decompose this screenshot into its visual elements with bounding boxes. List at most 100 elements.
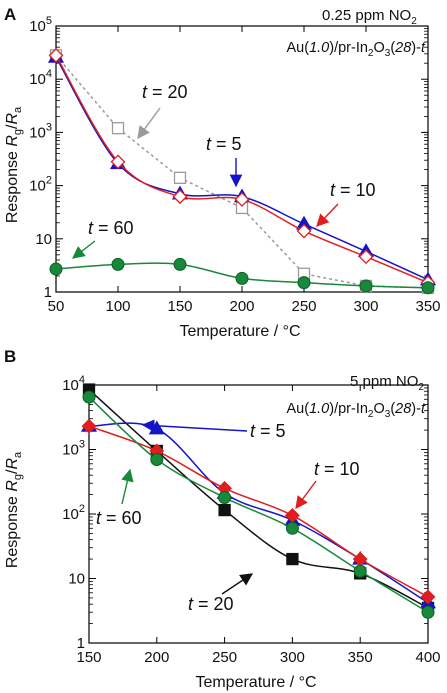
panel-b-ytick-label: 1 — [77, 635, 85, 652]
panel-b-ytick-label: 104 — [62, 374, 85, 394]
panel-b-point-t60 — [218, 491, 232, 505]
panel-a-label: A — [4, 5, 16, 24]
panel-a-point-t10 — [234, 191, 250, 207]
panel-b-annotation-t5-text: = 5 — [255, 421, 286, 441]
panel-a-point-t60 — [359, 279, 373, 293]
panel-a-ytick-base: 10 — [35, 231, 52, 248]
panel-b-point-t20 — [218, 503, 231, 517]
panel-b-point-t10 — [81, 418, 97, 434]
panel-a-series-line-t20 — [55, 54, 429, 289]
panel-b-ylabel: Response Rg/Ra — [4, 451, 24, 568]
panel-a-material: Au(1.0)/pr-In2O3(28)-t — [286, 40, 425, 59]
panel-a-condition-sub: 2 — [411, 16, 417, 27]
panel-b-condition-sub: 2 — [418, 382, 424, 393]
panel-b-xtick-label: 250 — [212, 649, 237, 666]
panel-a-xtick-label: 350 — [415, 298, 440, 315]
panel-a-material-sub2: 2 — [368, 48, 374, 59]
panel-b-annotation-t10: t = 10 — [314, 459, 360, 479]
panel-a-ytick-exp: 4 — [46, 68, 52, 80]
panel-a-ylabel-slash: / — [4, 124, 21, 129]
panel-a-annotation-t10-var: t — [330, 180, 336, 200]
panel-a-ytick-label: 105 — [29, 15, 52, 35]
panel-b-ytick-exp: 4 — [79, 374, 85, 386]
panel-b-annotation-t60-var: t — [96, 508, 102, 528]
panel-a-arrow-t60 — [72, 240, 96, 259]
panel-a-ytick-base: 10 — [29, 178, 46, 195]
panel-a-ylabel-num-sub: g — [12, 129, 24, 135]
panel-a-arrow-t20 — [137, 107, 161, 140]
panel-b-annotation-t60-text: = 60 — [101, 508, 142, 528]
panel-a-ytick-exp: 3 — [46, 121, 52, 133]
panel-a-point-t10 — [48, 47, 64, 63]
panel-a-annotation-t5-var: t — [206, 134, 212, 154]
panel-a-condition-text: 0.25 ppm NO — [322, 7, 411, 24]
panel-a-annotation-t5: t = 5 — [206, 134, 242, 154]
panel-b-material-post: )- — [411, 401, 421, 417]
panel-b-material-mid1: )/pr-In — [329, 401, 368, 417]
panel-b-xtick-label: 300 — [280, 649, 305, 666]
panel-b-material-size: 28 — [394, 401, 411, 417]
panel-a-ytick-exp: 5 — [46, 15, 52, 27]
panel-b-condition: 5 ppm NO2 — [350, 373, 424, 393]
panel-b-annotation-t20-var: t — [188, 594, 194, 614]
panel-b-annotation-t20: t = 20 — [188, 594, 234, 614]
panel-b-ylabel-num: R — [4, 480, 21, 492]
panel-b-annotation-t60: t = 60 — [96, 508, 142, 528]
panel-a-point-t60 — [173, 257, 187, 271]
panel-a-ytick-label: 1 — [44, 284, 52, 301]
panel-a-annotation-t60: t = 60 — [88, 218, 134, 238]
panel-a-material-size: 28 — [394, 40, 411, 56]
panel-a-annotation-t20-text: = 20 — [147, 82, 188, 102]
panel-a-annotation-t20-var: t — [142, 82, 148, 102]
panel-a-material-mid3: ( — [390, 40, 395, 56]
panel-a-ytick-base: 10 — [29, 18, 46, 35]
panel-b-xtick-label: 150 — [76, 649, 101, 666]
panel-b-ytick-label: 10 — [68, 571, 85, 588]
panel-a-point-t20 — [173, 171, 187, 184]
panel-a-ytick-label: 104 — [29, 68, 52, 88]
panel-a-material-pre: Au( — [286, 40, 309, 56]
panel-b-point-t10 — [420, 589, 436, 605]
panel-a-ytick-label: 103 — [29, 121, 52, 141]
panel-a-xtick-label: 250 — [291, 298, 316, 315]
panel-b-label: B — [4, 347, 16, 366]
panel-b-series-line-t10 — [88, 425, 429, 598]
panel-b-point-t60 — [285, 521, 299, 535]
panel-b-point-t5 — [148, 420, 165, 435]
panel-b-ylabel-main: Response — [4, 492, 21, 569]
panel-b-point-t20 — [286, 552, 299, 566]
panel-a-ytick-label: 10 — [35, 231, 52, 248]
panel-a-point-t20 — [111, 122, 125, 135]
panel-a-material-var: t — [421, 40, 426, 56]
panel-a-frame — [55, 25, 429, 293]
panel-a-ytick-base: 10 — [29, 71, 46, 88]
panel-a-arrow-t10 — [316, 203, 339, 227]
panel-a-ytick-base: 1 — [44, 284, 52, 301]
panel-b-ylabel-den-sub: a — [12, 451, 24, 458]
panel-b-material-pre: Au( — [286, 401, 309, 417]
panel-a-material-loading: 1.0 — [309, 40, 329, 56]
panel-a-annotation-t20: t = 20 — [142, 82, 188, 102]
panel-b-condition-text: 5 ppm NO — [350, 373, 418, 390]
panel-a-xtick-label: 150 — [167, 298, 192, 315]
panel-a-point-t60 — [111, 257, 125, 271]
panel-a-ylabel-main: Response — [4, 147, 21, 224]
panel-b-ytick-base: 10 — [62, 506, 79, 523]
panel-b-ylabel-num-sub: g — [12, 474, 24, 480]
panel-b-material-mid3: ( — [390, 401, 395, 417]
panel-b-point-t60 — [421, 605, 435, 619]
panel-b-arrow-t5 — [141, 419, 248, 432]
panel-b-ytick-exp: 3 — [79, 439, 85, 451]
panel-b-material-loading: 1.0 — [309, 401, 329, 417]
panel-b-ylabel-slash: / — [4, 469, 21, 474]
panel-b-xtick-label: 400 — [415, 649, 440, 666]
panel-a-condition: 0.25 ppm NO2 — [322, 7, 417, 27]
panel-a-point-t10 — [296, 223, 312, 239]
panel-a-xtick-label: 300 — [353, 298, 378, 315]
panel-a-point-t60 — [297, 276, 311, 290]
panel-b-ytick-base: 10 — [62, 377, 79, 394]
